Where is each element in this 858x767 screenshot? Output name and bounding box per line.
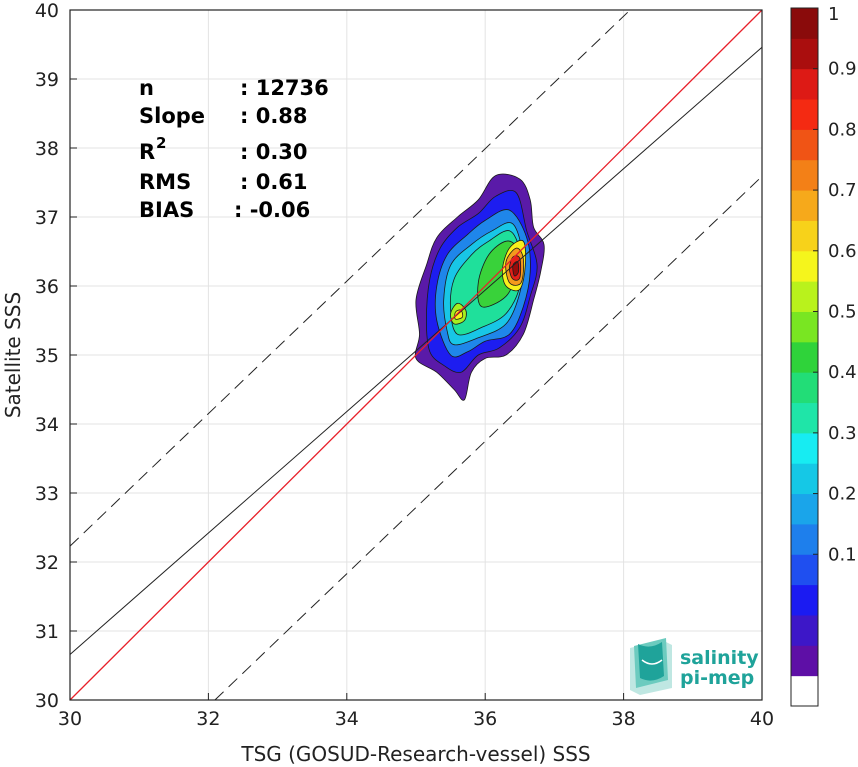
y-tick-label: 31 — [35, 621, 59, 643]
x-axis-ticks: 30 32 34 36 38 40 — [58, 693, 774, 730]
colorbar-segment — [791, 645, 818, 677]
colorbar-segment — [791, 523, 818, 555]
regression-line — [69, 46, 763, 655]
colorbar-segment — [791, 311, 818, 343]
stats-box: n : 12736 Slope : 0.88 R 2 : 0.30 RMS : … — [139, 76, 329, 222]
bound-line-0 — [69, 9, 631, 547]
colorbar-segment — [791, 38, 818, 70]
colorbar-segment — [791, 281, 818, 312]
y-tick-label: 32 — [35, 552, 59, 574]
y-tick-label: 33 — [35, 483, 59, 505]
colorbar-tick-label: 0.7 — [828, 180, 857, 201]
salinity-pi-mep-logo: salinity pi-mep — [630, 638, 759, 695]
x-tick-label: 32 — [196, 708, 220, 730]
colorbar-segment — [791, 190, 818, 221]
logo-line1: salinity — [680, 647, 759, 669]
bound-line-1 — [214, 175, 763, 701]
stat-n-label: n — [139, 76, 154, 100]
colorbar-tick-label: 0.9 — [828, 59, 857, 80]
stat-n-value: : 12736 — [240, 76, 329, 100]
colorbar-segment — [791, 8, 818, 39]
density-contours — [414, 173, 545, 401]
y-tick-label: 30 — [35, 690, 59, 712]
colorbar — [791, 8, 818, 707]
stat-rms-value: : 0.61 — [240, 170, 308, 194]
stat-rms-label: RMS — [139, 170, 191, 194]
stat-r2-label: R — [139, 140, 155, 164]
colorbar-segment — [791, 584, 818, 616]
colorbar-segment — [791, 463, 818, 495]
colorbar-segment — [791, 159, 818, 191]
y-tick-label: 38 — [35, 138, 59, 160]
colorbar-segment — [791, 250, 818, 282]
colorbar-segment — [791, 554, 818, 586]
colorbar-segment — [791, 432, 818, 464]
x-tick-label: 40 — [750, 708, 774, 730]
colorbar-ticks: 0.1 0.2 0.3 0.4 0.5 0.6 0.7 0.8 0.9 1 — [813, 4, 857, 565]
colorbar-segment — [791, 675, 818, 707]
colorbar-segment — [791, 614, 818, 646]
colorbar-segment — [791, 372, 818, 404]
colorbar-segment — [791, 341, 818, 373]
grid-lines — [69, 9, 763, 701]
colorbar-tick-label: 0.4 — [828, 362, 857, 383]
logo-line2: pi-mep — [680, 667, 754, 689]
colorbar-frame — [790, 7, 819, 707]
colorbar-segment — [791, 402, 818, 434]
colorbar-segment — [791, 493, 818, 525]
colorbar-tick-label: 0.8 — [828, 119, 857, 140]
stat-slope-label: Slope — [139, 104, 205, 128]
y-tick-label: 37 — [35, 207, 59, 229]
stat-bias-value: : -0.06 — [234, 198, 310, 222]
colorbar-segment — [791, 99, 818, 130]
colorbar-segment — [791, 68, 818, 100]
stat-r2-value: : 0.30 — [240, 140, 308, 164]
y-tick-label: 36 — [35, 276, 59, 298]
y-tick-label: 34 — [35, 414, 59, 436]
stat-r2-sup: 2 — [156, 134, 166, 152]
x-axis-label: TSG (GOSUD-Research-vessel) SSS — [240, 742, 590, 766]
colorbar-tick-label: 0.2 — [828, 484, 857, 505]
y-tick-label: 40 — [35, 0, 59, 22]
x-tick-label: 38 — [612, 708, 636, 730]
colorbar-tick-label: 0.6 — [828, 241, 857, 262]
colorbar-tick-label: 1 — [828, 4, 839, 25]
stat-slope-value: : 0.88 — [240, 104, 308, 128]
reference-lines — [69, 9, 763, 701]
x-tick-label: 30 — [58, 708, 82, 730]
colorbar-segment — [791, 129, 818, 161]
colorbar-tick-label: 0.3 — [828, 423, 857, 444]
y-tick-label: 39 — [35, 69, 59, 91]
identity-line — [69, 9, 763, 701]
y-tick-label: 35 — [35, 345, 59, 367]
logo-wave-icon — [630, 638, 672, 695]
stat-bias-label: BIAS — [139, 198, 194, 222]
y-axis-ticks: 30 31 32 33 34 35 36 37 38 39 40 — [35, 0, 77, 712]
colorbar-segment — [791, 220, 818, 252]
y-axis-label: Satellite SSS — [1, 292, 25, 418]
colorbar-tick-label: 0.1 — [828, 544, 857, 565]
colorbar-tick-label: 0.5 — [828, 301, 857, 322]
x-tick-label: 36 — [473, 708, 497, 730]
x-tick-label: 34 — [335, 708, 359, 730]
